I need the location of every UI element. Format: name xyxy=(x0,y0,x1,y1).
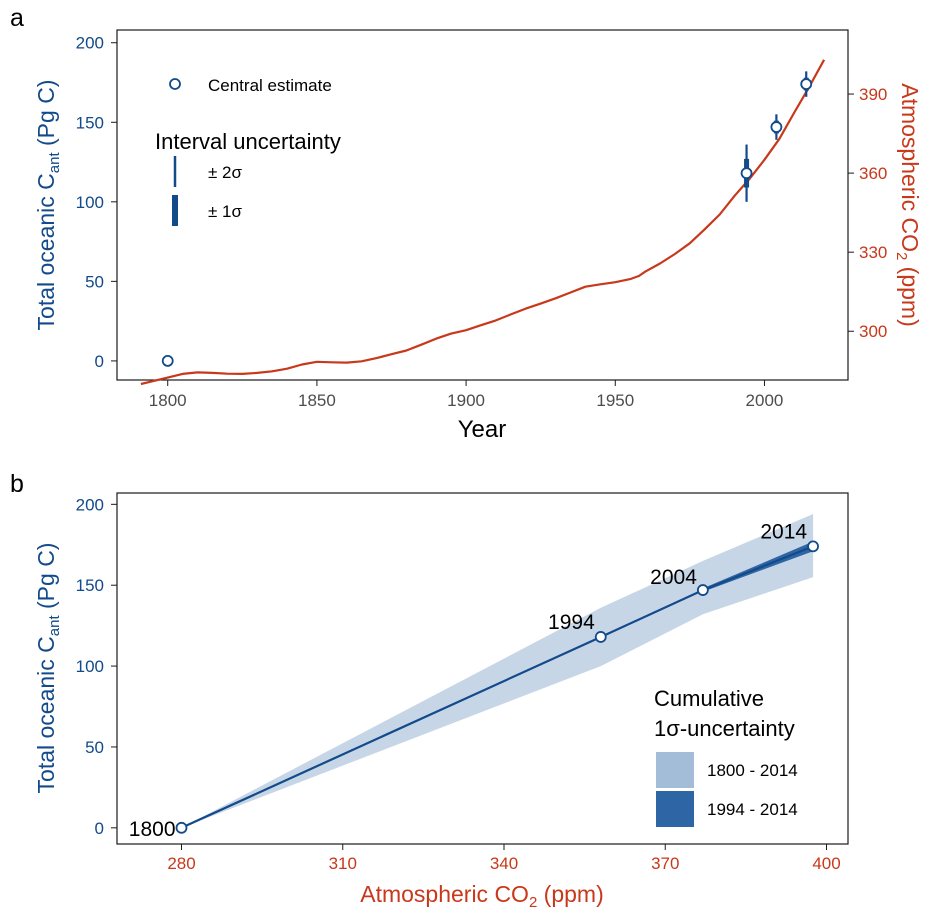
point-year-label: 1800 xyxy=(129,818,176,841)
panel-a-x-axis: 1800 1850 1900 1950 2000 xyxy=(149,380,784,410)
y-tick-label: 200 xyxy=(76,495,104,514)
panel-b-legend: Cumulative 1σ-uncertainty 1800 - 2014 19… xyxy=(654,686,798,827)
x-tick-label: 370 xyxy=(651,854,679,873)
y-tick-label: 0 xyxy=(95,819,104,838)
x-tick-label: 280 xyxy=(167,854,195,873)
co2-series-line xyxy=(140,59,826,386)
central-estimate-point xyxy=(770,121,783,133)
x-tick-label: 340 xyxy=(490,854,518,873)
legend-interval-title: Interval uncertainty xyxy=(155,129,341,154)
y-tick-label: 100 xyxy=(76,193,104,212)
y-tick-label: 50 xyxy=(85,272,104,291)
legend-1800-2014-swatch xyxy=(656,752,694,788)
data-point xyxy=(594,631,607,643)
y-tick-label: 100 xyxy=(76,657,104,676)
point-year-label: 2014 xyxy=(760,520,807,543)
panel-a-label: a xyxy=(10,4,24,32)
panel-b: b 280 310 340 370 400 0 50 100 150 200 Atmospher… xyxy=(10,470,849,911)
y-tick-label: 50 xyxy=(85,738,104,757)
panel-a-x-axis-title: Year xyxy=(458,416,507,443)
legend-1994-2014-label: 1994 - 2014 xyxy=(707,800,798,819)
panel-a-frame xyxy=(116,29,849,381)
legend-cumulative-title-line2: 1σ-uncertainty xyxy=(654,716,795,741)
y-tick-label: 150 xyxy=(76,576,104,595)
panel-b-x-axis: 280 310 340 370 400 xyxy=(167,844,841,873)
panel-b-y-axis: 0 50 100 150 200 xyxy=(76,495,117,838)
central-estimate-point xyxy=(161,355,174,367)
y-tick-label: 150 xyxy=(76,113,104,132)
point-year-label: 1994 xyxy=(548,611,595,634)
panel-b-y-axis-title: Total oceanic Cant (Pg C) xyxy=(33,543,63,794)
y-tick-label: 200 xyxy=(76,34,104,53)
x-tick-label: 310 xyxy=(329,854,357,873)
data-point xyxy=(696,584,709,596)
legend-1800-2014-label: 1800 - 2014 xyxy=(707,761,798,780)
panel-a-y2-axis: 300 330 360 390 xyxy=(848,85,887,341)
legend-1994-2014-swatch xyxy=(656,791,694,827)
central-estimate-point xyxy=(800,78,813,90)
central-estimate-point xyxy=(740,167,753,180)
x-tick-label: 1850 xyxy=(298,391,336,410)
y-tick-label: 0 xyxy=(95,352,104,371)
legend-cumulative-title-line1: Cumulative xyxy=(654,686,764,711)
legend-one-sigma-label: ± 1σ xyxy=(208,202,243,221)
panel-b-label: b xyxy=(10,470,24,498)
data-point xyxy=(807,540,819,553)
panel-a-y-axis: 0 50 100 150 200 xyxy=(76,34,117,371)
x-tick-label: 1950 xyxy=(596,391,634,410)
legend-central-estimate-marker xyxy=(169,78,181,90)
y2-tick-label: 360 xyxy=(859,164,887,183)
legend-central-estimate-label: Central estimate xyxy=(208,76,332,95)
panel-b-frame xyxy=(116,492,849,845)
y2-tick-label: 300 xyxy=(859,322,887,341)
cant-vs-co2-line xyxy=(181,545,814,829)
panel-b-plot-area: 1800 1994 2004 2014 xyxy=(129,514,819,841)
panel-a-plot-area xyxy=(140,59,826,386)
legend-two-sigma-label: ± 2σ xyxy=(208,163,243,182)
panel-a-legend: Central estimate Interval uncertainty ± … xyxy=(155,76,341,226)
x-tick-label: 2000 xyxy=(746,391,784,410)
x-tick-label: 400 xyxy=(812,854,840,873)
x-tick-label: 1800 xyxy=(149,391,187,410)
panel-a-y-axis-title: Total oceanic Cant (Pg C) xyxy=(33,80,63,331)
y2-tick-label: 390 xyxy=(859,85,887,104)
y2-tick-label: 330 xyxy=(859,243,887,262)
data-point xyxy=(175,821,188,834)
uncertainty-band-1800-2014 xyxy=(181,514,814,828)
panel-b-x-axis-title: Atmospheric CO2 (ppm) xyxy=(360,881,604,911)
panel-a-y2-axis-title: Atmospheric CO2 (ppm) xyxy=(893,83,923,327)
point-year-label: 2004 xyxy=(650,566,697,589)
x-tick-label: 1900 xyxy=(447,391,485,410)
